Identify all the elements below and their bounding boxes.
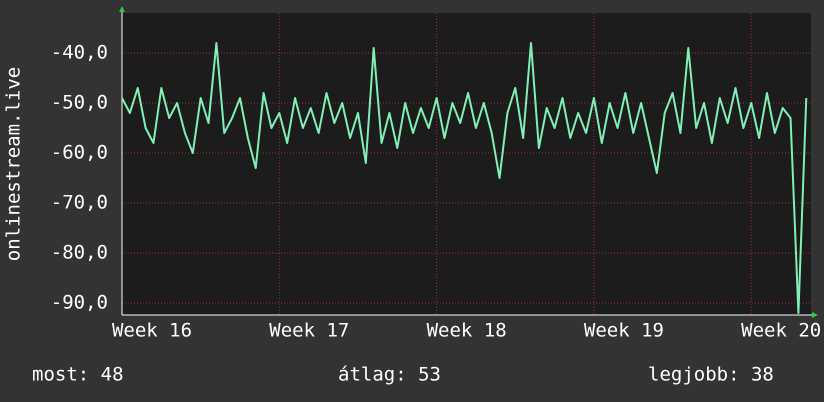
y-tick-label: -70,0	[51, 192, 108, 214]
y-tick-label: -50,0	[51, 92, 108, 114]
x-tick-label: Week 19	[584, 320, 664, 342]
footer-current: most: 48	[32, 364, 124, 386]
y-axis-arrow	[119, 6, 125, 12]
x-tick-label: Week 20	[741, 320, 821, 342]
y-tick-label: -60,0	[51, 142, 108, 164]
y-axis-label: onlinestream.live	[3, 67, 25, 261]
footer-average: átlag: 53	[338, 364, 441, 386]
x-tick-label: Week 16	[112, 320, 192, 342]
x-tick-label: Week 18	[427, 320, 507, 342]
series-line	[121, 42, 808, 314]
x-tick-label: Week 17	[269, 320, 349, 342]
y-tick-label: -90,0	[51, 292, 108, 314]
y-tick-label: -80,0	[51, 242, 108, 264]
y-tick-label: -40,0	[51, 42, 108, 64]
x-axis-arrow	[812, 312, 818, 318]
footer-best: legjobb: 38	[648, 364, 774, 386]
plot-area	[122, 13, 811, 315]
